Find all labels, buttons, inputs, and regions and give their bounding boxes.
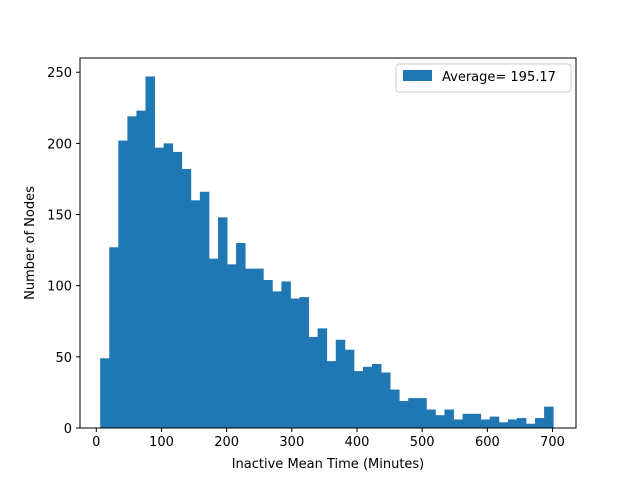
histogram-bar [408, 398, 418, 428]
y-axis-ticks: 0 50 100 150 200 250 [47, 66, 80, 437]
x-tick-label: 700 [540, 435, 565, 450]
histogram-bar [516, 418, 527, 428]
plot-frame [79, 57, 577, 429]
histogram-bar [317, 328, 328, 428]
histogram-bar [227, 264, 237, 428]
histogram-bar [344, 349, 355, 428]
histogram-bar [544, 406, 554, 428]
histogram-bar [136, 110, 146, 429]
histogram-bar [290, 298, 300, 428]
histogram-bar [308, 336, 319, 428]
y-tick-label: 200 [47, 137, 72, 152]
histogram-bar [371, 363, 382, 428]
histogram-bar [118, 140, 128, 429]
x-axis-ticks: 0 100 200 300 400 500 600 700 [92, 428, 565, 450]
x-tick-label: 0 [92, 435, 100, 450]
histogram-bar [272, 291, 282, 428]
histogram-bar [163, 143, 174, 428]
histogram-bar [390, 389, 400, 428]
histogram-bar [100, 358, 110, 428]
histogram-bar [181, 169, 192, 428]
histogram-bar [507, 419, 518, 428]
histogram-bar [489, 416, 500, 428]
y-axis-label: Number of Nodes [23, 186, 38, 300]
histogram-bar [299, 297, 309, 428]
histogram-bar [535, 418, 545, 428]
y-tick-label: 100 [47, 280, 72, 295]
histogram-bar [498, 422, 509, 428]
histogram-bar [480, 419, 491, 428]
y-tick-label: 50 [55, 351, 72, 366]
histogram-bar [335, 339, 346, 428]
histogram-bar [109, 247, 119, 428]
histogram-bar [208, 258, 219, 428]
legend-box [395, 63, 572, 93]
histogram-bar [236, 243, 246, 428]
histogram-bar [453, 419, 463, 428]
x-tick-label: 100 [149, 435, 174, 450]
histogram-bar [145, 76, 155, 428]
histogram-bar [381, 372, 391, 428]
histogram-bar [326, 361, 337, 428]
x-tick-label: 300 [279, 435, 304, 450]
y-tick-label: 250 [47, 66, 72, 81]
histogram-bar [281, 281, 291, 428]
x-tick-label: 200 [214, 435, 239, 450]
x-tick-label: 600 [475, 435, 500, 450]
histogram-bar [263, 280, 273, 428]
histogram-bar [399, 400, 409, 428]
x-tick-label: 500 [410, 435, 435, 450]
histogram-bar [353, 371, 364, 428]
histogram-bar [190, 200, 201, 428]
histogram-bar [254, 268, 264, 428]
legend-label: Average= 195.17 [442, 70, 556, 85]
histogram-bar [154, 147, 165, 428]
x-axis-label: Inactive Mean Time (Minutes) [232, 457, 425, 472]
histogram-bar [417, 398, 427, 428]
histogram-bar [217, 217, 228, 428]
y-tick-label: 0 [64, 422, 72, 437]
histogram-bar [471, 413, 482, 428]
legend: Average= 195.17 [395, 63, 572, 93]
legend-swatch [403, 70, 432, 81]
histogram-bar [362, 366, 373, 428]
histogram-bar [426, 409, 436, 428]
bars-group [100, 76, 554, 429]
y-tick-label: 150 [47, 209, 72, 224]
histogram-bar [444, 409, 454, 428]
histogram-bar [245, 268, 255, 428]
histogram-bar [199, 191, 210, 428]
histogram-bar [435, 415, 445, 428]
histogram-bar [127, 116, 137, 428]
histogram-bar [172, 151, 183, 429]
histogram-bar [526, 423, 536, 428]
histogram-bar [462, 413, 473, 428]
x-tick-label: 400 [345, 435, 370, 450]
